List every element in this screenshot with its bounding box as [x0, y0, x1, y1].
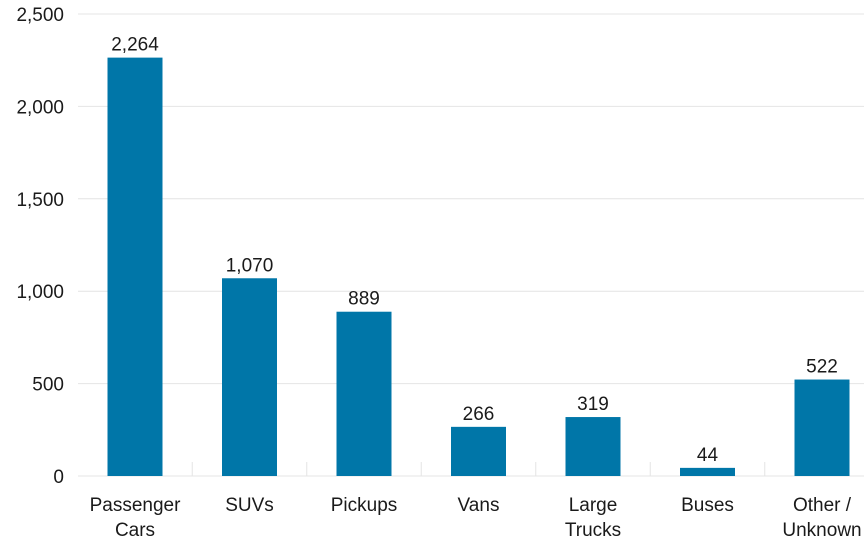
y-tick-label: 1,500 [16, 190, 64, 211]
x-category-label: Large [569, 495, 618, 516]
y-tick-label: 500 [32, 375, 64, 396]
x-category-label: Vans [458, 495, 500, 516]
data-label: 319 [577, 394, 609, 415]
data-labels: 2,264 1,070 889 266 319 44 522 [111, 35, 838, 466]
bar [680, 467, 735, 476]
y-tick-label: 0 [53, 467, 64, 488]
x-category-label: Trucks [565, 520, 621, 541]
data-label: 1,070 [226, 255, 274, 276]
bar [222, 278, 277, 476]
bar [107, 57, 163, 477]
y-tick-label: 2,500 [16, 5, 64, 26]
y-tick-label: 1,000 [16, 282, 64, 303]
bars [107, 57, 850, 477]
bar [794, 379, 850, 476]
y-axis-ticks: 0 500 1,000 1,500 2,000 2,500 [16, 5, 64, 488]
bar [565, 417, 621, 476]
bar [451, 426, 506, 476]
x-category-label: Cars [115, 520, 155, 541]
data-label: 889 [348, 289, 380, 310]
x-category-label: Passenger [90, 495, 182, 516]
data-label: 266 [463, 404, 495, 425]
data-label: 44 [697, 445, 719, 466]
x-category-label: Buses [681, 495, 734, 516]
x-axis-categories: Passenger Cars SUVs Pickups Vans Large Trucks B… [90, 495, 862, 541]
x-category-label: Pickups [331, 495, 398, 516]
y-tick-label: 2,000 [16, 97, 64, 118]
x-category-label: SUVs [225, 495, 274, 516]
data-label: 522 [806, 357, 838, 378]
x-category-label: Unknown [782, 520, 861, 541]
bar [336, 311, 392, 476]
data-label: 2,264 [111, 35, 159, 56]
x-category-label: Other / [793, 495, 852, 516]
